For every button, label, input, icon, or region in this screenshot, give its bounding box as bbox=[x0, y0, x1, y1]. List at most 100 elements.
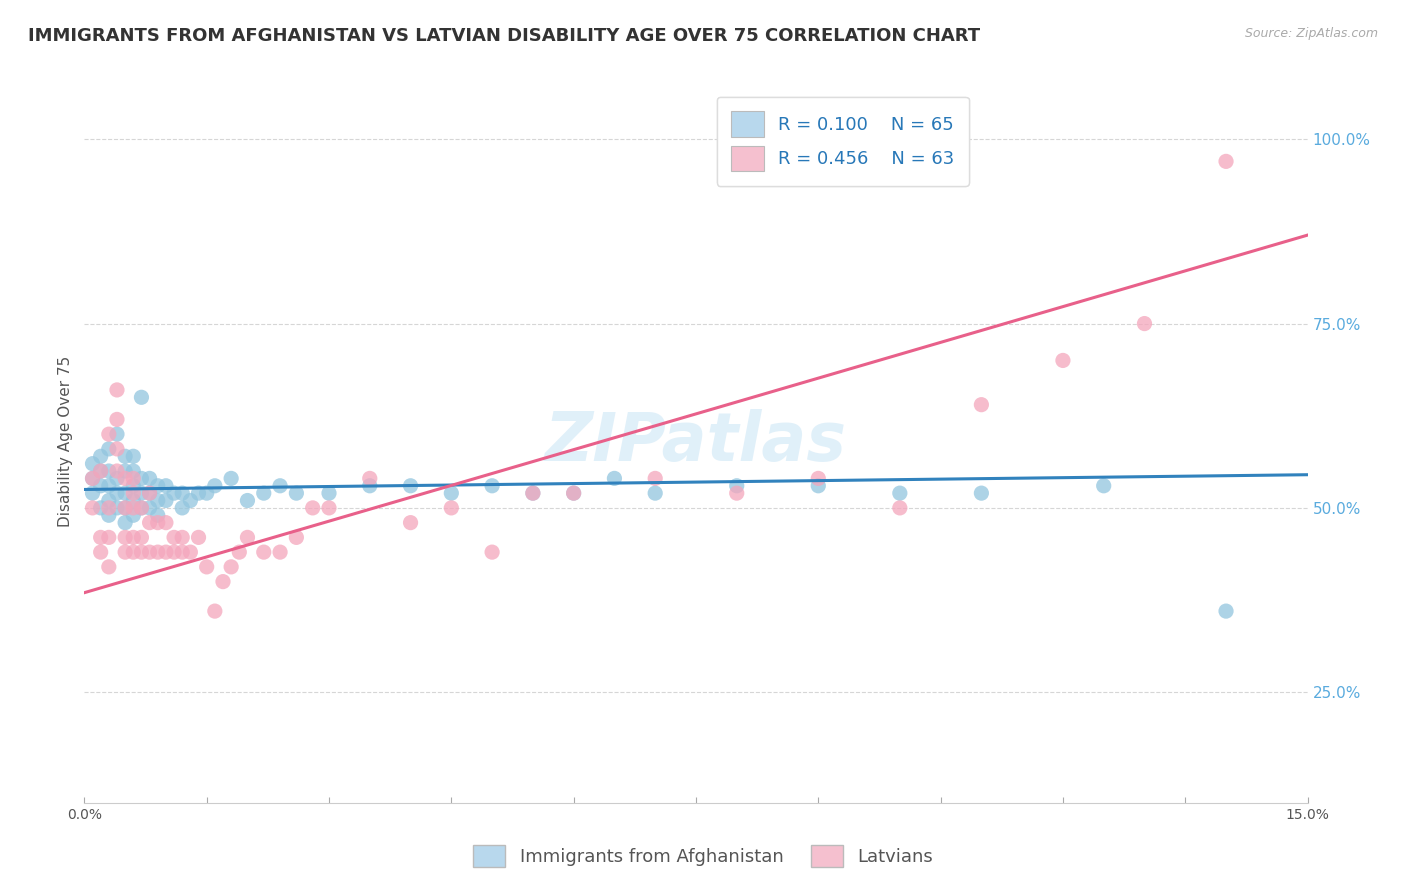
Point bbox=[90, 479, 112, 493]
Point bbox=[97, 464, 120, 478]
Point bbox=[285, 486, 308, 500]
Point bbox=[172, 545, 194, 559]
Point bbox=[1215, 604, 1237, 618]
Point bbox=[163, 545, 186, 559]
Point bbox=[105, 464, 128, 478]
Point bbox=[1215, 154, 1237, 169]
Point bbox=[122, 500, 145, 515]
Point bbox=[807, 479, 830, 493]
Point bbox=[285, 530, 308, 544]
Y-axis label: Disability Age Over 75: Disability Age Over 75 bbox=[58, 356, 73, 527]
Point bbox=[114, 530, 136, 544]
Point bbox=[179, 493, 201, 508]
Point bbox=[155, 493, 177, 508]
Point bbox=[114, 471, 136, 485]
Point bbox=[122, 530, 145, 544]
Point bbox=[114, 500, 136, 515]
Point bbox=[114, 464, 136, 478]
Point bbox=[105, 500, 128, 515]
Point bbox=[236, 493, 259, 508]
Point bbox=[603, 471, 626, 485]
Point bbox=[481, 479, 503, 493]
Text: Source: ZipAtlas.com: Source: ZipAtlas.com bbox=[1244, 27, 1378, 40]
Point bbox=[114, 450, 136, 464]
Point bbox=[90, 464, 112, 478]
Point bbox=[97, 530, 120, 544]
Point bbox=[138, 516, 160, 530]
Point bbox=[219, 560, 242, 574]
Point bbox=[122, 493, 145, 508]
Point bbox=[889, 500, 911, 515]
Point bbox=[522, 486, 544, 500]
Point bbox=[97, 427, 120, 442]
Point bbox=[522, 486, 544, 500]
Point bbox=[90, 500, 112, 515]
Point bbox=[131, 390, 153, 404]
Point bbox=[562, 486, 585, 500]
Point bbox=[146, 516, 169, 530]
Point bbox=[172, 500, 194, 515]
Point bbox=[131, 500, 153, 515]
Point bbox=[440, 500, 463, 515]
Point bbox=[179, 545, 201, 559]
Point bbox=[97, 508, 120, 523]
Legend: Immigrants from Afghanistan, Latvians: Immigrants from Afghanistan, Latvians bbox=[465, 838, 941, 874]
Point bbox=[82, 457, 104, 471]
Point bbox=[97, 500, 120, 515]
Point bbox=[807, 471, 830, 485]
Point bbox=[122, 464, 145, 478]
Point bbox=[228, 545, 250, 559]
Point bbox=[97, 493, 120, 508]
Point bbox=[253, 545, 276, 559]
Point bbox=[138, 486, 160, 500]
Point bbox=[114, 516, 136, 530]
Point bbox=[90, 530, 112, 544]
Point bbox=[82, 500, 104, 515]
Point bbox=[114, 486, 136, 500]
Point bbox=[122, 486, 145, 500]
Point bbox=[1092, 479, 1115, 493]
Point bbox=[1052, 353, 1074, 368]
Point bbox=[114, 500, 136, 515]
Point bbox=[187, 530, 209, 544]
Point bbox=[105, 427, 128, 442]
Point bbox=[138, 500, 160, 515]
Point bbox=[105, 442, 128, 456]
Point bbox=[97, 560, 120, 574]
Point bbox=[82, 486, 104, 500]
Text: ZIPatlas: ZIPatlas bbox=[546, 409, 846, 475]
Point bbox=[163, 530, 186, 544]
Point bbox=[440, 486, 463, 500]
Point bbox=[146, 479, 169, 493]
Point bbox=[122, 508, 145, 523]
Point bbox=[97, 442, 120, 456]
Point bbox=[105, 412, 128, 426]
Point bbox=[644, 486, 666, 500]
Point bbox=[146, 493, 169, 508]
Point bbox=[204, 479, 226, 493]
Point bbox=[82, 471, 104, 485]
Text: IMMIGRANTS FROM AFGHANISTAN VS LATVIAN DISABILITY AGE OVER 75 CORRELATION CHART: IMMIGRANTS FROM AFGHANISTAN VS LATVIAN D… bbox=[28, 27, 980, 45]
Point bbox=[562, 486, 585, 500]
Point bbox=[725, 479, 748, 493]
Point bbox=[155, 479, 177, 493]
Point bbox=[172, 530, 194, 544]
Legend: R = 0.100    N = 65, R = 0.456    N = 63: R = 0.100 N = 65, R = 0.456 N = 63 bbox=[717, 96, 969, 186]
Point bbox=[122, 450, 145, 464]
Point bbox=[138, 471, 160, 485]
Point bbox=[146, 545, 169, 559]
Point bbox=[318, 500, 340, 515]
Point bbox=[105, 486, 128, 500]
Point bbox=[105, 471, 128, 485]
Point bbox=[172, 486, 194, 500]
Point bbox=[138, 486, 160, 500]
Point bbox=[122, 471, 145, 485]
Point bbox=[122, 479, 145, 493]
Point bbox=[1133, 317, 1156, 331]
Point bbox=[195, 560, 218, 574]
Point bbox=[970, 398, 993, 412]
Point bbox=[359, 479, 381, 493]
Point bbox=[105, 383, 128, 397]
Point bbox=[131, 545, 153, 559]
Point bbox=[269, 479, 291, 493]
